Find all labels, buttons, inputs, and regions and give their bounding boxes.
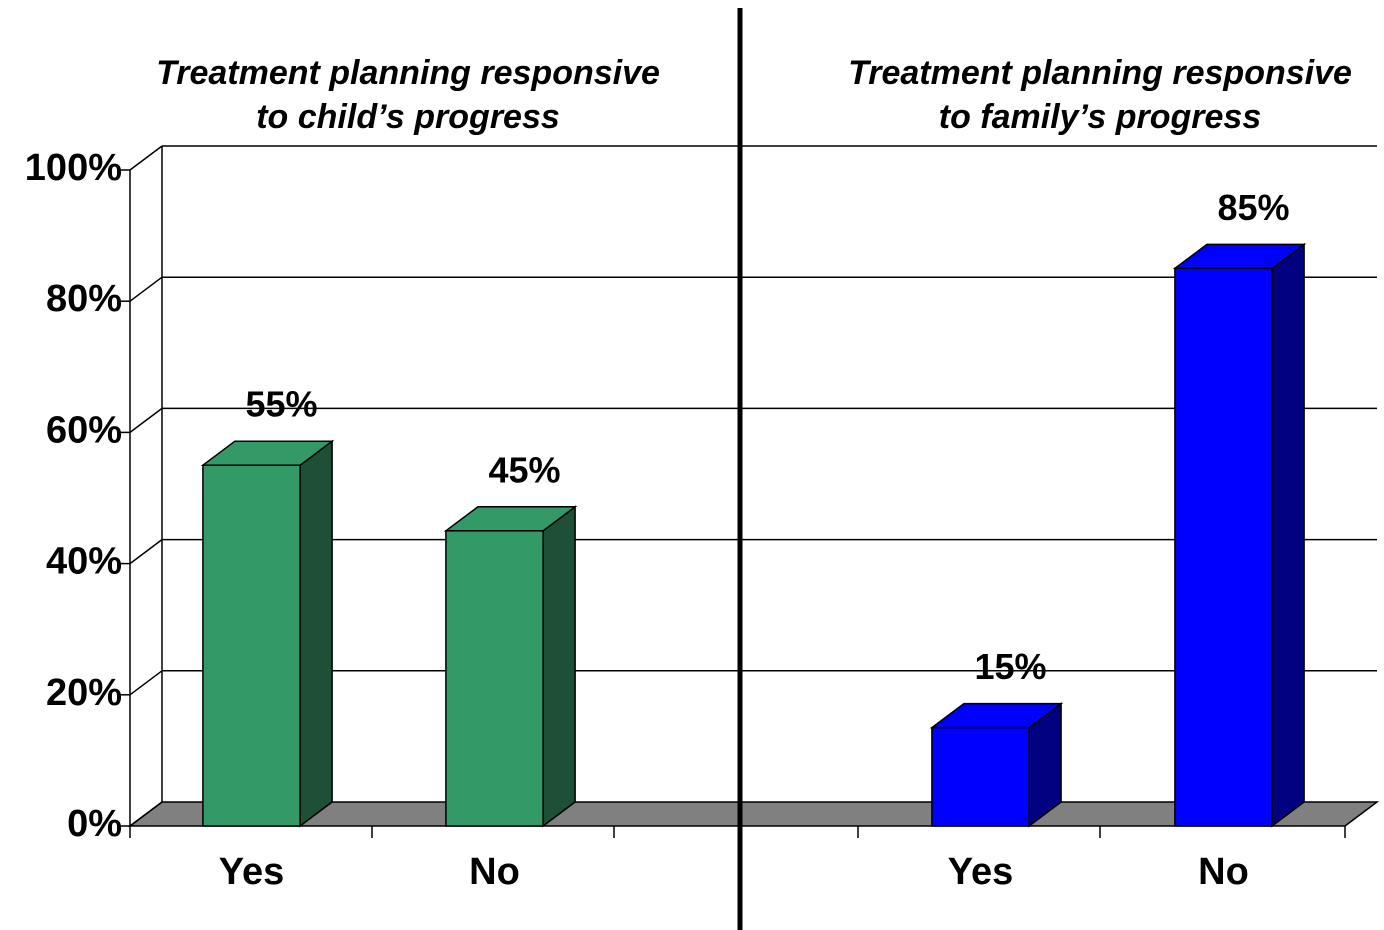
x-tick-label: Yes xyxy=(948,851,1014,893)
bar-side xyxy=(542,505,576,828)
bar-side xyxy=(1271,242,1305,828)
grid-line-side xyxy=(129,670,163,696)
bar xyxy=(445,530,544,827)
bar-side xyxy=(299,439,333,828)
panel-title: to family’s progress xyxy=(939,98,1262,136)
y-tick-label: 0% xyxy=(67,803,122,845)
value-label: 85% xyxy=(1217,187,1289,228)
value-label: 45% xyxy=(488,449,560,490)
bar xyxy=(1174,267,1273,827)
y-tick-label: 40% xyxy=(46,541,122,583)
y-tick-label: 20% xyxy=(46,672,122,714)
panel-title: Treatment planning responsive xyxy=(156,54,660,92)
bar xyxy=(931,726,1030,827)
grid-line-side xyxy=(129,276,163,302)
y-tick-label: 80% xyxy=(46,278,122,320)
y-tick-label: 100% xyxy=(25,147,122,189)
panel-title: Treatment planning responsive xyxy=(848,54,1352,92)
y-tick-label: 60% xyxy=(46,409,122,451)
value-label: 15% xyxy=(974,646,1046,687)
grid-line-side xyxy=(129,407,163,433)
x-tick-label: No xyxy=(1198,851,1249,893)
value-label: 55% xyxy=(245,384,317,425)
x-ticks xyxy=(129,826,1346,838)
grid-line-side xyxy=(129,538,163,565)
bar xyxy=(202,464,301,827)
grid-line-side xyxy=(129,145,163,171)
x-tick-label: No xyxy=(469,851,520,893)
x-tick-label: Yes xyxy=(219,851,285,893)
panel-title: to child’s progress xyxy=(256,98,560,136)
grid-line-side xyxy=(129,801,163,827)
